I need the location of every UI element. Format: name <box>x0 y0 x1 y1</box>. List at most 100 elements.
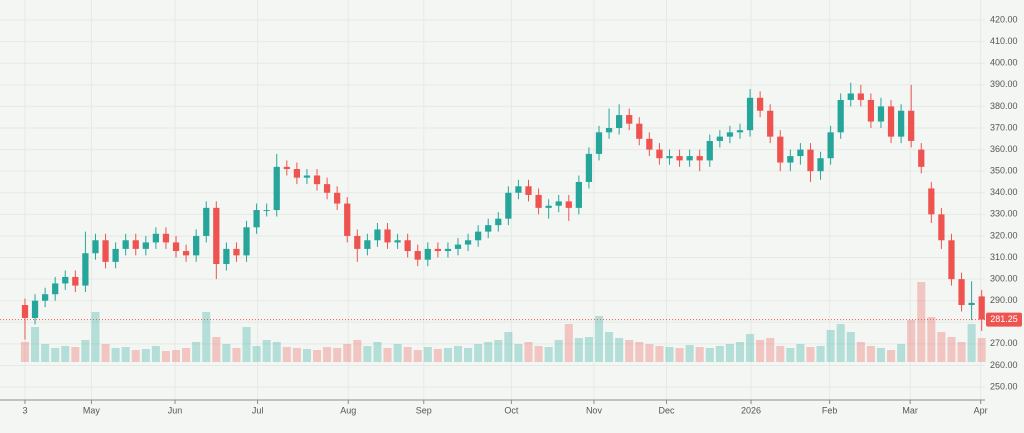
volume-bar <box>645 344 654 362</box>
candle-body <box>777 136 784 163</box>
candle-body <box>515 186 522 193</box>
candle-body <box>263 210 270 212</box>
axes: 250.00260.00270.00280.00290.00300.00310.… <box>0 14 1022 415</box>
x-tick-label: Mar <box>902 405 918 415</box>
candle-body <box>62 276 69 284</box>
candle-body <box>52 283 59 295</box>
volume-bar <box>272 342 281 362</box>
candle-body <box>414 251 421 260</box>
candle-body <box>293 169 301 178</box>
candle-body <box>384 229 391 243</box>
volume-bar <box>423 347 432 362</box>
candle-body <box>454 244 462 249</box>
y-tick-label: 310.00 <box>990 252 1018 262</box>
volume-bar <box>192 342 201 362</box>
candle-body <box>253 210 260 228</box>
volume-bar <box>413 350 422 362</box>
volume-bar <box>816 346 825 362</box>
x-tick-label: Sep <box>416 405 432 415</box>
volume-bar <box>725 344 734 362</box>
candle-body <box>535 194 542 208</box>
volume-bar <box>101 344 110 362</box>
candle-body <box>787 156 794 163</box>
volume-bar <box>494 340 503 362</box>
volume-bar <box>544 347 553 362</box>
candle-body <box>283 166 290 170</box>
candle-body <box>555 201 562 206</box>
volume-bar <box>433 349 442 362</box>
x-tick-label: Jun <box>168 405 183 415</box>
volume-bar <box>897 344 906 362</box>
candle-body <box>82 253 89 286</box>
volume-bar <box>91 312 100 362</box>
volume-bar <box>302 349 311 362</box>
volume-bar <box>534 346 543 362</box>
volume-bar <box>353 340 362 362</box>
volume-bar <box>806 347 815 362</box>
candle-body <box>152 233 160 243</box>
y-tick-label: 290.00 <box>990 295 1018 305</box>
candle-body <box>404 240 411 252</box>
volume-bar <box>373 342 382 362</box>
x-tick-label: Nov <box>586 405 603 415</box>
candle-body <box>21 305 29 318</box>
candle-body <box>928 188 935 215</box>
volume-bar <box>363 346 372 362</box>
volume-bar <box>715 346 724 362</box>
candle-body <box>203 207 210 236</box>
candle-body <box>837 99 844 133</box>
candle-body <box>505 192 512 219</box>
volume-bar <box>111 348 120 362</box>
candle-body <box>958 279 965 306</box>
candle-body <box>908 110 915 141</box>
volume-bar <box>81 340 90 362</box>
volume-bar <box>554 340 563 362</box>
volume-bar <box>766 338 775 362</box>
candle-body <box>475 231 482 241</box>
y-tick-label: 390.00 <box>990 79 1018 89</box>
volume-bar <box>262 340 271 362</box>
volume-bar <box>182 348 191 362</box>
volume-bar <box>856 342 865 362</box>
candle-body <box>656 149 663 159</box>
candle-body <box>102 240 109 262</box>
candle-body <box>636 123 643 139</box>
candle-body <box>948 240 955 280</box>
candle-body <box>807 149 814 172</box>
candle-body <box>686 156 693 161</box>
volume-bar <box>383 348 392 362</box>
candle-body <box>434 248 441 252</box>
volume-bar <box>464 348 473 362</box>
volume-bar <box>625 340 634 362</box>
candle-body <box>233 248 240 256</box>
candle-body <box>193 235 200 256</box>
x-tick-label: Jul <box>252 405 264 415</box>
candle-body <box>41 294 49 301</box>
volume-bar <box>756 340 765 362</box>
volume-bar <box>212 337 221 362</box>
candle-body <box>817 158 824 172</box>
last-price-box <box>986 312 1022 327</box>
volume-bar <box>967 324 976 362</box>
y-tick-label: 410.00 <box>990 36 1018 46</box>
y-tick-label: 340.00 <box>990 187 1018 197</box>
volume-bar <box>594 316 604 362</box>
volume-bar <box>776 346 785 362</box>
volume-bar <box>31 327 40 362</box>
volume-bar <box>524 342 533 362</box>
candle-body <box>676 156 683 161</box>
candle-body <box>706 140 713 161</box>
volume-bar <box>917 282 926 362</box>
candle-body <box>142 242 149 249</box>
volume-bar <box>292 348 301 362</box>
volume-bar <box>484 342 493 362</box>
candle-body <box>162 233 170 243</box>
x-tick-label: 3 <box>22 405 27 415</box>
volume-bar <box>937 332 946 362</box>
volume-bar <box>635 342 644 362</box>
x-tick-label: May <box>83 405 101 415</box>
volume-bar <box>323 347 332 362</box>
volume-bar <box>172 350 181 362</box>
candle-body <box>646 138 653 150</box>
